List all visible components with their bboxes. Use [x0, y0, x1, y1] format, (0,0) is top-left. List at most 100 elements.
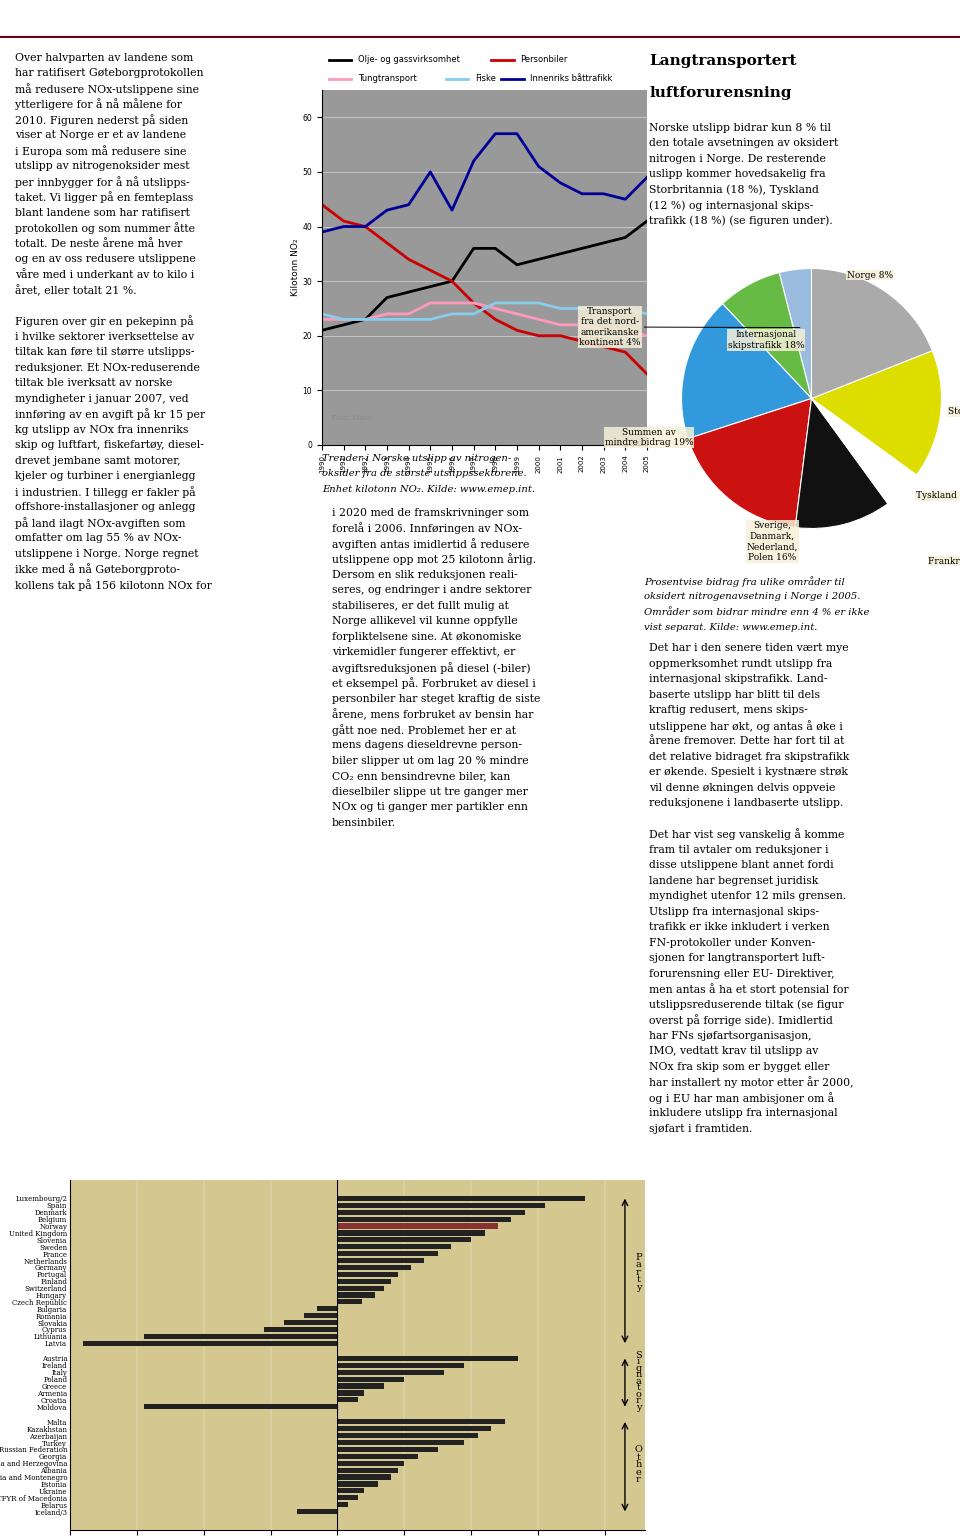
Wedge shape [811, 268, 932, 399]
Text: oppmerksomhet rundt utslipp fra: oppmerksomhet rundt utslipp fra [649, 659, 832, 668]
Text: myndighet utenfor 12 mils grensen.: myndighet utenfor 12 mils grensen. [649, 892, 847, 901]
Fiske [555, 299, 566, 317]
Tungtransport [360, 310, 372, 328]
Bar [338, 1440, 465, 1445]
Text: tiltak kan føre til større utslipps-: tiltak kan føre til større utslipps- [15, 346, 195, 357]
Bar [338, 1223, 498, 1229]
Text: Trender i Norske utslipp av nitrogen-: Trender i Norske utslipp av nitrogen- [322, 454, 512, 462]
Text: Figuren over gir en pekepinn på: Figuren over gir en pekepinn på [15, 316, 194, 326]
Personbiler [338, 213, 349, 231]
Text: bensinbiler.: bensinbiler. [332, 818, 396, 829]
Bar [144, 1404, 338, 1409]
Text: a: a [636, 1260, 641, 1269]
Olje- og gassvirksomhet [424, 277, 436, 296]
Text: mens dagens dieseldrevne person-: mens dagens dieseldrevne person- [332, 741, 522, 750]
Text: disse utslippene blant annet fordi: disse utslippene blant annet fordi [649, 861, 833, 870]
Text: S: S [635, 1351, 641, 1360]
Tungtransport [424, 294, 436, 313]
Text: landene har begrenset juridisk: landene har begrenset juridisk [649, 876, 818, 885]
Text: utslipp av nitrogenoksider mest: utslipp av nitrogenoksider mest [15, 162, 189, 171]
Tungtransport [381, 305, 393, 323]
Bar [338, 1210, 525, 1215]
Text: i 2020 med de framskrivninger som: i 2020 med de framskrivninger som [332, 508, 529, 517]
Text: har installert ny motor etter år 2000,: har installert ny motor etter år 2000, [649, 1076, 853, 1089]
Text: r: r [636, 1475, 640, 1485]
Text: har ratifisert Gøteborgprotokollen: har ratifisert Gøteborgprotokollen [15, 68, 204, 79]
Bar [338, 1278, 391, 1284]
Bar [284, 1320, 338, 1326]
Innenriks båttrafikk [641, 168, 653, 186]
Fiske [490, 294, 501, 313]
Bar [338, 1474, 391, 1480]
Innenriks båttrafikk [446, 200, 458, 219]
Personbiler [381, 234, 393, 253]
Text: årene fremover. Dette har fort til at: årene fremover. Dette har fort til at [649, 736, 845, 747]
Olje- og gassvirksomhet [403, 283, 415, 302]
Text: reduksjonene i landbaserte utslipp.: reduksjonene i landbaserte utslipp. [649, 798, 844, 808]
Text: årene, mens forbruket av bensin har: årene, mens forbruket av bensin har [332, 708, 534, 721]
Line: Tungtransport: Tungtransport [322, 303, 647, 336]
Text: Frankrike 5%: Frankrike 5% [928, 556, 960, 565]
Innenriks båttrafikk [576, 185, 588, 203]
Innenriks båttrafikk [533, 157, 544, 176]
Text: o: o [636, 1389, 641, 1398]
Text: vist separat. Kilde: www.emep.int.: vist separat. Kilde: www.emep.int. [644, 624, 817, 633]
Bar [338, 1237, 471, 1243]
Text: Fiske: Fiske [475, 74, 495, 83]
Text: reduksjoner. Et NOx-reduserende: reduksjoner. Et NOx-reduserende [15, 363, 200, 373]
Tungtransport [468, 294, 479, 313]
Text: Utslipp fra internasjonal skips-: Utslipp fra internasjonal skips- [649, 907, 819, 916]
Text: NOx og ti ganger mer partikler enn: NOx og ti ganger mer partikler enn [332, 802, 528, 812]
Fiske [338, 310, 349, 328]
Text: avgiftsreduksjonen på diesel (-biler): avgiftsreduksjonen på diesel (-biler) [332, 662, 531, 673]
Innenriks båttrafikk [360, 217, 372, 236]
Personbiler [403, 249, 415, 268]
Innenriks båttrafikk [512, 125, 523, 143]
Fiske [381, 310, 393, 328]
Olje- og gassvirksomhet [619, 228, 631, 246]
Olje- og gassvirksomhet [598, 234, 610, 253]
Text: NOx fra skip som er bygget eller: NOx fra skip som er bygget eller [649, 1061, 829, 1072]
Text: kollens tak på 156 kilotonn NOx for: kollens tak på 156 kilotonn NOx for [15, 579, 212, 591]
Personbiler [576, 333, 588, 351]
Text: r: r [636, 1397, 640, 1406]
Text: e: e [636, 1468, 641, 1477]
Fiske [598, 299, 610, 317]
Tungtransport [576, 316, 588, 334]
Text: (12 %) og internasjonal skips-: (12 %) og internasjonal skips- [649, 200, 813, 211]
Text: uslipp kommer hovedsakelig fra: uslipp kommer hovedsakelig fra [649, 169, 826, 179]
Text: a: a [636, 1377, 641, 1386]
Tungtransport [555, 316, 566, 334]
Text: r: r [636, 1267, 640, 1277]
Tungtransport [446, 294, 458, 313]
Text: på land ilagt NOx-avgiften som: på land ilagt NOx-avgiften som [15, 517, 185, 528]
Text: Personbiler: Personbiler [520, 55, 567, 65]
Bar [338, 1217, 512, 1221]
Text: trafikk (18 %) (se figuren under).: trafikk (18 %) (se figuren under). [649, 216, 832, 226]
Text: Sverige,
Danmark,
Nederland,
Polen 16%: Sverige, Danmark, Nederland, Polen 16% [747, 522, 798, 562]
Text: et eksempel på. Forbruket av diesel i: et eksempel på. Forbruket av diesel i [332, 678, 536, 690]
Fiske [512, 294, 523, 313]
Bar [338, 1286, 384, 1291]
Text: Norske utslipp bidrar kun 8 % til: Norske utslipp bidrar kun 8 % til [649, 123, 831, 132]
Text: oksider fra de største utslippssektorene.: oksider fra de største utslippssektorene… [322, 470, 527, 479]
Tungtransport [641, 326, 653, 345]
Olje- og gassvirksomhet [360, 310, 372, 328]
Text: utslippene har økt, og antas å øke i: utslippene har økt, og antas å øke i [649, 719, 843, 732]
Tungtransport [619, 320, 631, 339]
Text: personbiler har steget kraftig de siste: personbiler har steget kraftig de siste [332, 693, 540, 704]
Text: 9: 9 [933, 12, 946, 29]
Olje- og gassvirksomhet [446, 273, 458, 291]
Innenriks båttrafikk [555, 174, 566, 192]
Bar [338, 1355, 518, 1361]
Text: gått noe ned. Problemet her er at: gått noe ned. Problemet her er at [332, 724, 516, 736]
Bar [338, 1426, 492, 1431]
Personbiler [424, 260, 436, 279]
Olje- og gassvirksomhet [512, 256, 523, 274]
Text: kg utslipp av NOx fra innenriks: kg utslipp av NOx fra innenriks [15, 425, 188, 434]
Text: t: t [636, 1452, 640, 1461]
Text: luftforurensning: luftforurensning [649, 86, 791, 100]
Personbiler [619, 343, 631, 362]
Text: t: t [636, 1383, 640, 1392]
Innenriks båttrafikk [316, 223, 327, 242]
